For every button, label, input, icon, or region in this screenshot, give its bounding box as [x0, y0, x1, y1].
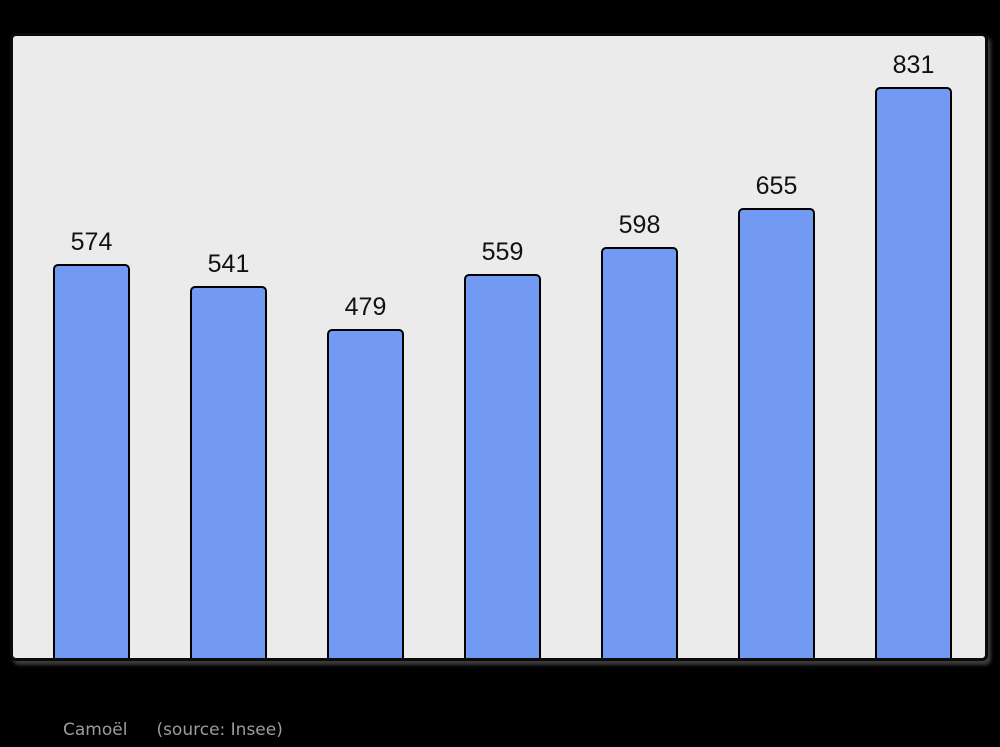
bar-value-label: 598 — [618, 211, 661, 239]
bar — [53, 264, 130, 658]
bar — [875, 87, 952, 658]
plot-area: 574 541 479 559 598 655 831 — [53, 36, 952, 658]
bar-slot: 479 — [327, 292, 404, 658]
bar-value-label: 479 — [344, 293, 387, 321]
bar-value-label: 541 — [207, 250, 250, 278]
bar-value-label: 831 — [892, 51, 935, 79]
bar — [464, 274, 541, 658]
bar-slot: 598 — [601, 210, 678, 658]
chart-caption: Camoël (source: Insee) — [63, 719, 283, 741]
bar-value-label: 559 — [481, 238, 524, 266]
caption-commune: Camoël — [63, 720, 128, 740]
bar-slot: 655 — [738, 171, 815, 658]
chart-panel: 574 541 479 559 598 655 831 — [10, 33, 988, 661]
bar-slot: 559 — [464, 237, 541, 658]
caption-source: (source: Insee) — [156, 720, 283, 740]
bar — [738, 208, 815, 658]
bar-value-label: 574 — [70, 228, 113, 256]
bar-slot: 541 — [190, 249, 267, 658]
bar-slot: 831 — [875, 50, 952, 658]
bar — [327, 329, 404, 658]
bar — [601, 247, 678, 658]
bar-value-label: 655 — [755, 172, 798, 200]
bar — [190, 286, 267, 658]
bar-slot: 574 — [53, 227, 130, 658]
